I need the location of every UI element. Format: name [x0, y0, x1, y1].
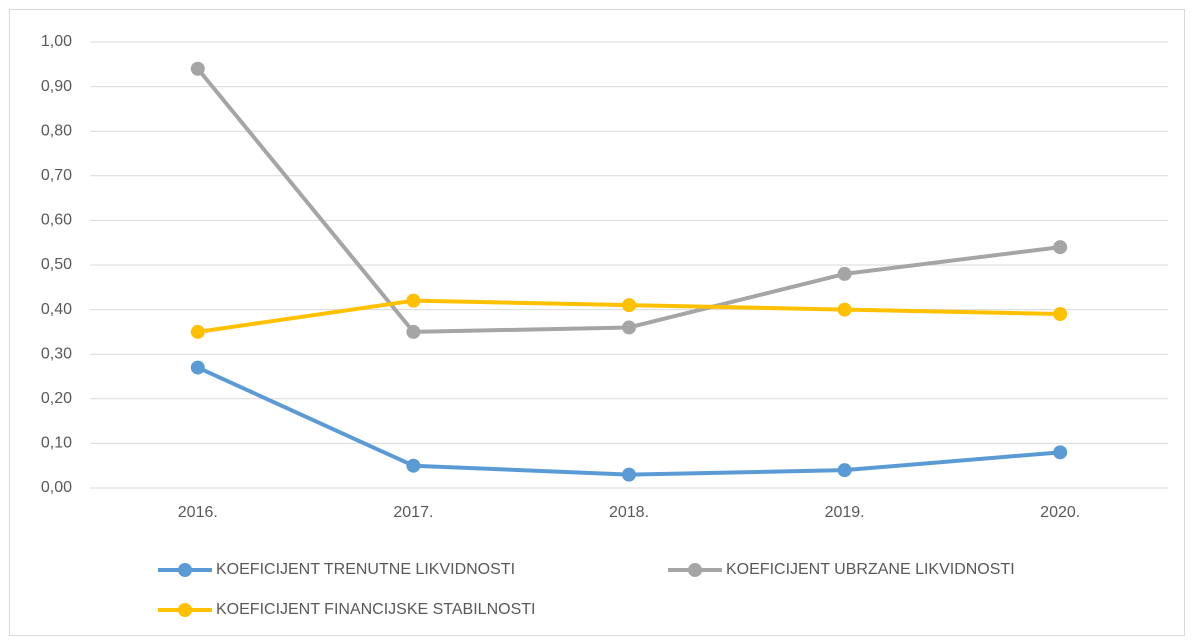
chart-border — [9, 9, 1185, 636]
point — [1053, 307, 1068, 322]
y-tick-label: 0,80 — [41, 122, 72, 139]
y-tick-label: 0,30 — [41, 345, 72, 362]
point — [190, 61, 205, 76]
legend-marker — [178, 603, 192, 617]
x-tick-label: 2019. — [825, 504, 865, 521]
point — [1053, 445, 1068, 460]
y-tick-label: 0,50 — [41, 256, 72, 273]
legend-marker — [688, 563, 702, 577]
point — [837, 302, 852, 317]
y-tick-label: 0,60 — [41, 212, 72, 229]
y-tick-label: 1,00 — [41, 33, 72, 50]
legend-label: KOEFICIJENT FINANCIJSKE STABILNOSTI — [216, 601, 535, 618]
point — [837, 266, 852, 281]
x-tick-label: 2018. — [609, 504, 649, 521]
y-tick-label: 0,20 — [41, 390, 72, 407]
legend-label: KOEFICIJENT UBRZANE LIKVIDNOSTI — [726, 561, 1015, 578]
x-tick-label: 2020. — [1040, 504, 1080, 521]
point — [406, 458, 421, 473]
y-tick-label: 0,10 — [41, 435, 72, 452]
x-tick-label: 2017. — [393, 504, 433, 521]
legend-marker — [178, 563, 192, 577]
point — [406, 293, 421, 308]
y-tick-label: 0,90 — [41, 78, 72, 95]
point — [837, 463, 852, 478]
legend-label: KOEFICIJENT TRENUTNE LIKVIDNOSTI — [216, 561, 515, 578]
point — [1053, 240, 1068, 255]
point — [622, 320, 636, 335]
y-tick-label: 0,70 — [41, 167, 72, 184]
point — [406, 324, 421, 339]
y-tick-label: 0,40 — [41, 301, 72, 318]
y-tick-label: 0,00 — [41, 479, 72, 496]
point — [190, 360, 205, 375]
x-tick-label: 2016. — [178, 504, 218, 521]
point — [190, 324, 205, 339]
point — [622, 298, 636, 313]
point — [622, 467, 636, 482]
